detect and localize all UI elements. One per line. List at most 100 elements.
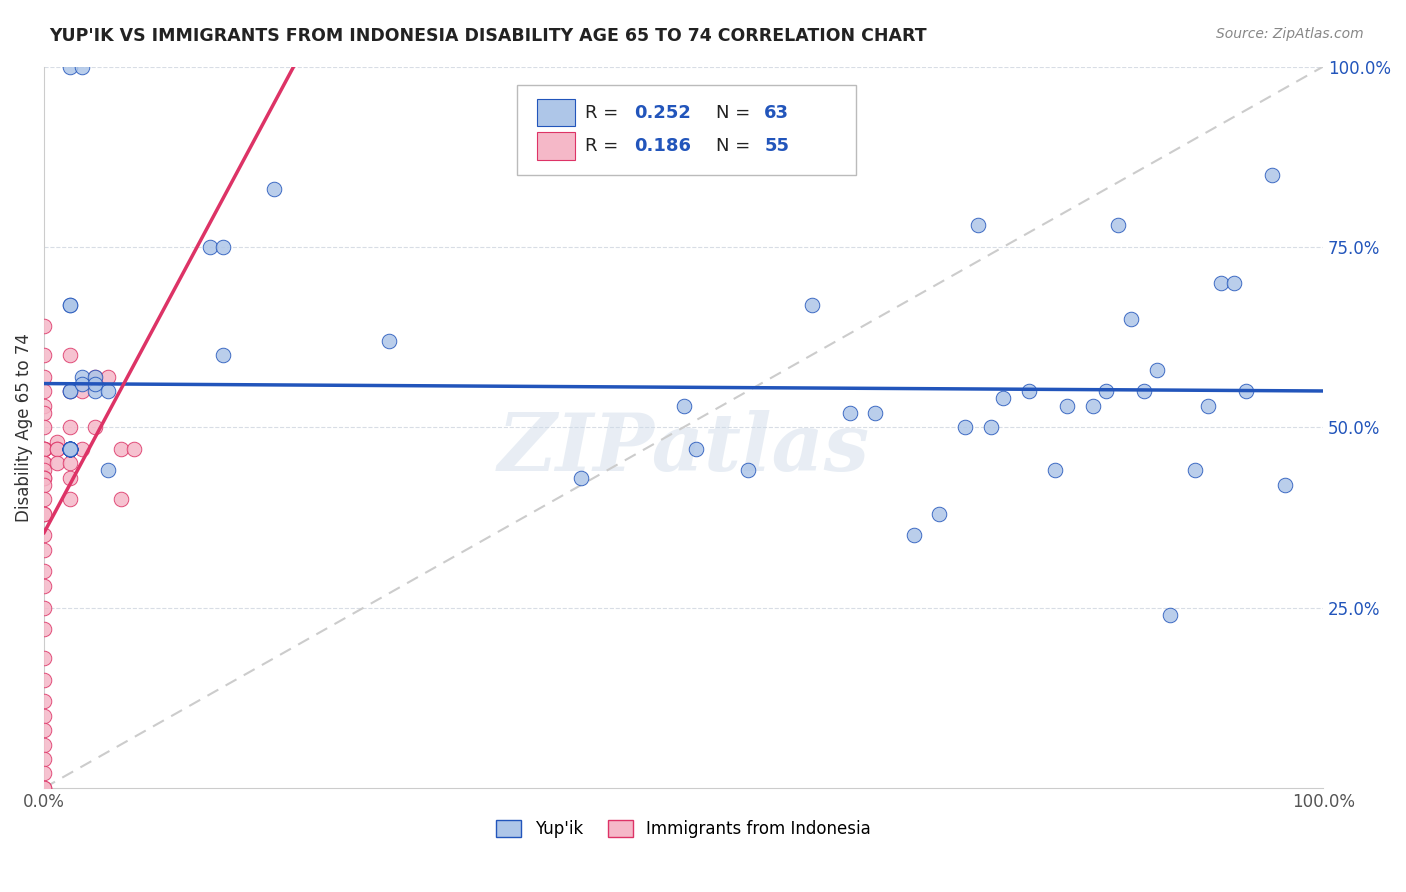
Point xyxy=(59,384,82,399)
Point xyxy=(32,752,55,766)
FancyBboxPatch shape xyxy=(517,85,856,175)
Point xyxy=(45,442,67,456)
Point xyxy=(32,456,55,470)
Point xyxy=(59,442,82,456)
Point xyxy=(59,384,82,399)
Point xyxy=(59,442,82,456)
Point xyxy=(1108,219,1130,233)
Point xyxy=(32,622,55,636)
Text: R =: R = xyxy=(585,137,624,155)
Point xyxy=(32,442,55,456)
Point xyxy=(32,478,55,492)
Point xyxy=(97,384,120,399)
Point xyxy=(84,369,107,384)
Point xyxy=(59,442,82,456)
Point xyxy=(1146,362,1168,376)
Point xyxy=(59,442,82,456)
Bar xyxy=(537,99,575,127)
Text: N =: N = xyxy=(716,103,755,122)
Point xyxy=(569,471,592,485)
Point xyxy=(32,651,55,665)
Text: N =: N = xyxy=(716,137,755,155)
Point xyxy=(45,456,67,470)
Point xyxy=(32,780,55,795)
Point xyxy=(32,471,55,485)
Point xyxy=(685,442,707,456)
Text: 0.186: 0.186 xyxy=(634,137,690,155)
Point xyxy=(1184,463,1206,477)
Point xyxy=(122,442,145,456)
Point xyxy=(32,348,55,362)
Point xyxy=(737,463,759,477)
Point xyxy=(32,766,55,780)
Point xyxy=(72,376,94,391)
Point xyxy=(59,471,82,485)
Point xyxy=(1234,384,1257,399)
Point xyxy=(59,442,82,456)
Point xyxy=(966,219,988,233)
Point xyxy=(263,182,285,196)
Point xyxy=(32,442,55,456)
Text: ZIPatlas: ZIPatlas xyxy=(498,410,870,488)
Point xyxy=(72,384,94,399)
Point xyxy=(1261,168,1284,182)
Point xyxy=(59,492,82,507)
Point xyxy=(32,406,55,420)
Point xyxy=(32,723,55,738)
Point xyxy=(84,420,107,434)
Text: 0.252: 0.252 xyxy=(634,103,690,122)
Point xyxy=(32,780,55,795)
Point xyxy=(72,60,94,74)
Point xyxy=(59,384,82,399)
Point xyxy=(59,297,82,311)
Point xyxy=(212,348,235,362)
Point xyxy=(59,442,82,456)
Point xyxy=(59,420,82,434)
Text: Source: ZipAtlas.com: Source: ZipAtlas.com xyxy=(1216,27,1364,41)
Point xyxy=(84,369,107,384)
Point xyxy=(1018,384,1040,399)
Point xyxy=(32,542,55,557)
Point xyxy=(97,463,120,477)
Point xyxy=(59,442,82,456)
Bar xyxy=(537,132,575,160)
Point xyxy=(59,297,82,311)
Point xyxy=(59,442,82,456)
Point xyxy=(59,442,82,456)
Point xyxy=(928,507,950,521)
Point xyxy=(59,442,82,456)
Point xyxy=(980,420,1002,434)
Point xyxy=(32,442,55,456)
Point xyxy=(1043,463,1066,477)
Point xyxy=(378,334,401,348)
Point xyxy=(32,565,55,579)
Point xyxy=(32,463,55,477)
Point xyxy=(59,442,82,456)
Point xyxy=(32,420,55,434)
Point xyxy=(110,492,132,507)
Legend: Yup'ik, Immigrants from Indonesia: Yup'ik, Immigrants from Indonesia xyxy=(489,813,877,845)
Point xyxy=(1159,607,1181,622)
Point xyxy=(97,369,120,384)
Text: 55: 55 xyxy=(765,137,789,155)
Point xyxy=(32,708,55,723)
Point xyxy=(32,600,55,615)
Text: R =: R = xyxy=(585,103,624,122)
Point xyxy=(1197,399,1219,413)
Point xyxy=(32,579,55,593)
Point xyxy=(1094,384,1116,399)
Point xyxy=(1081,399,1104,413)
Point xyxy=(32,471,55,485)
Point xyxy=(45,442,67,456)
Point xyxy=(800,297,823,311)
Point xyxy=(110,442,132,456)
Point xyxy=(59,456,82,470)
Point xyxy=(59,348,82,362)
Point xyxy=(59,60,82,74)
Y-axis label: Disability Age 65 to 74: Disability Age 65 to 74 xyxy=(15,333,32,522)
Point xyxy=(1133,384,1156,399)
Point xyxy=(32,492,55,507)
Point xyxy=(32,319,55,334)
Point xyxy=(32,369,55,384)
Point xyxy=(1056,399,1078,413)
